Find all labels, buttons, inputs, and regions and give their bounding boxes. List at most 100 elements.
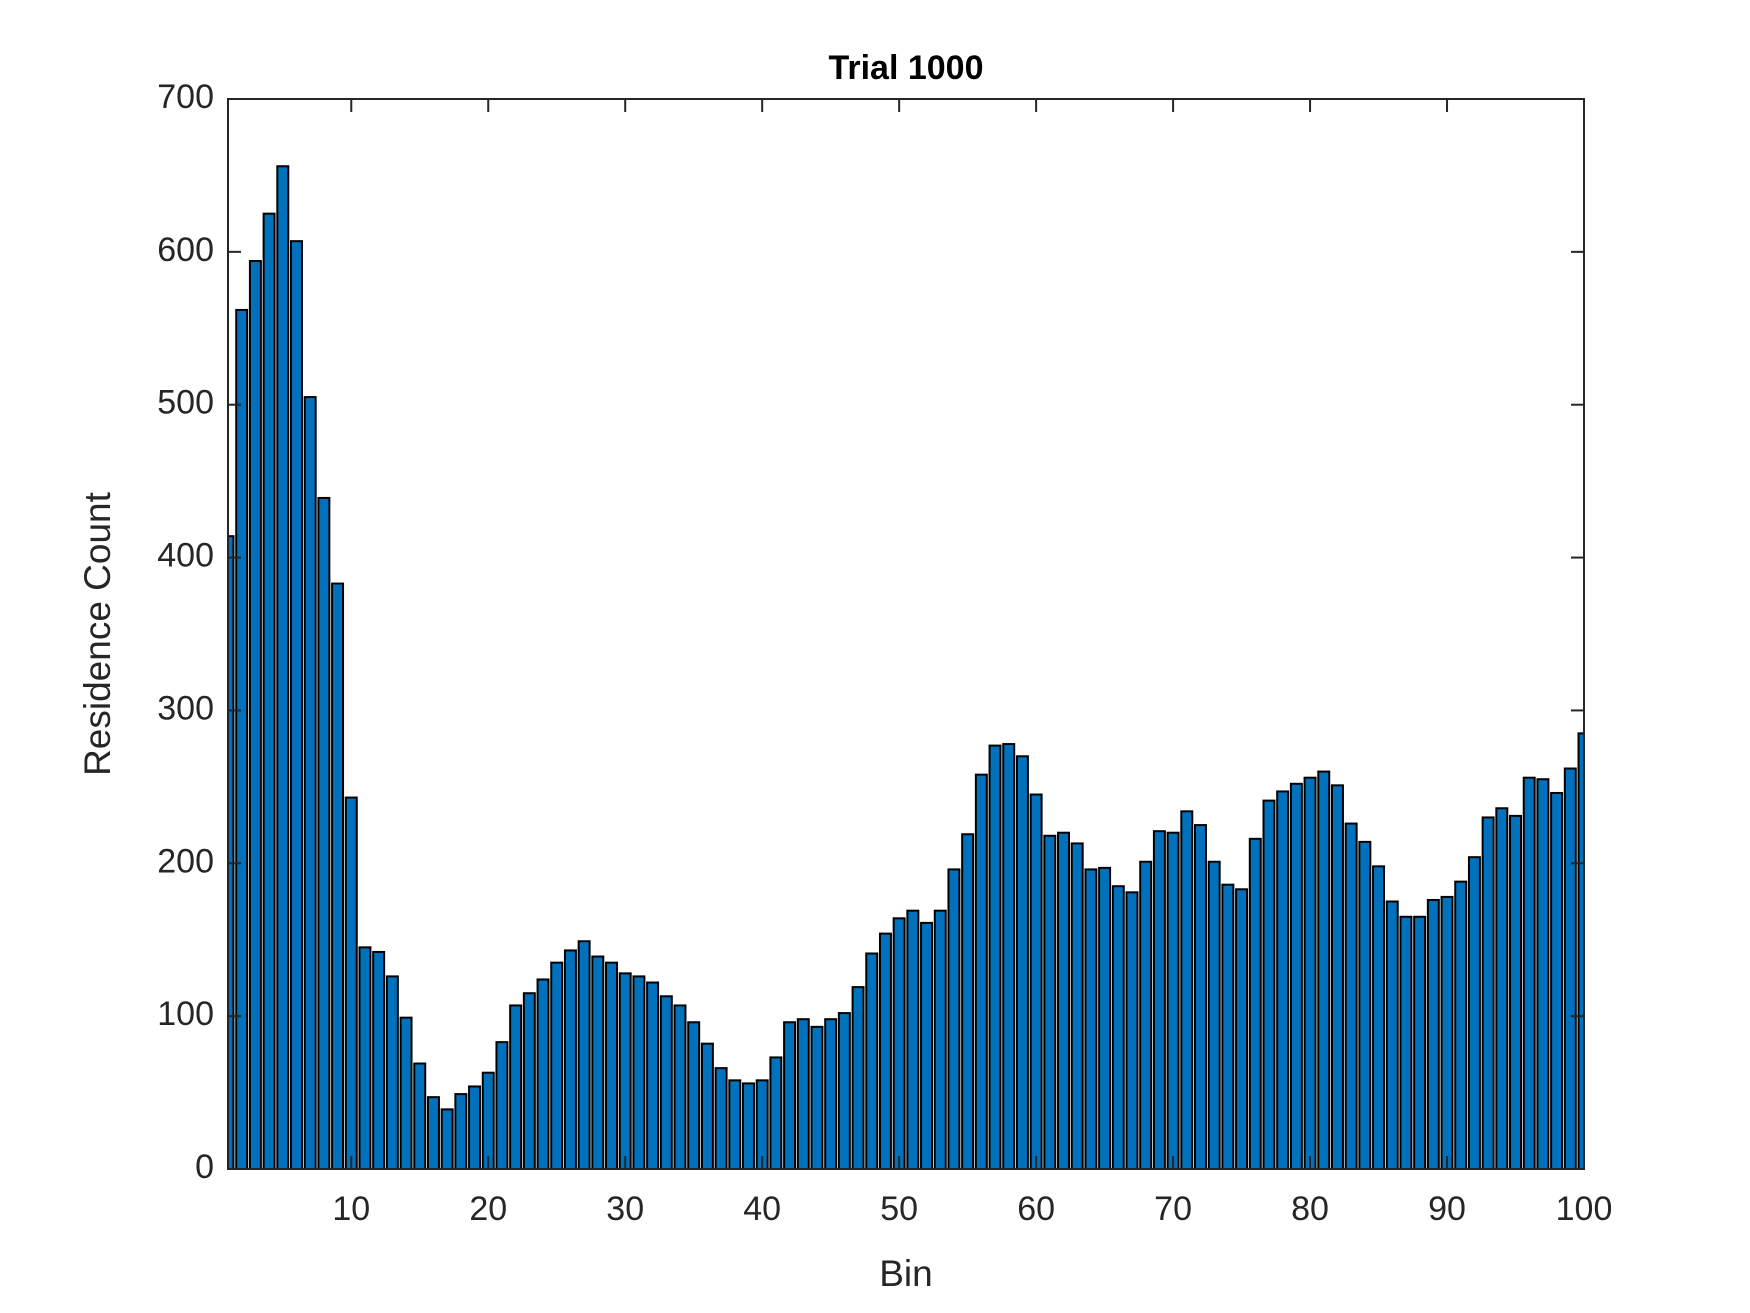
axes-box	[227, 98, 1585, 1170]
bar	[331, 582, 345, 1169]
y-axis-label: Residence Count	[77, 491, 118, 776]
bar	[837, 1012, 851, 1169]
bar	[1125, 891, 1139, 1169]
x-tick-label: 60	[1017, 1190, 1055, 1228]
bar	[276, 165, 290, 1169]
bar	[851, 986, 865, 1169]
bar	[1276, 790, 1290, 1169]
bar	[1481, 816, 1495, 1169]
plot-area	[228, 165, 1584, 1169]
bar	[906, 909, 920, 1169]
bar	[495, 1041, 509, 1169]
bar	[248, 260, 262, 1169]
bar	[235, 308, 249, 1169]
bar	[481, 1071, 495, 1169]
y-tick-label: 100	[157, 995, 214, 1033]
bar	[563, 949, 577, 1169]
bar	[454, 1093, 468, 1169]
bar	[1495, 807, 1509, 1169]
x-tick-label: 90	[1428, 1190, 1466, 1228]
bar	[1152, 830, 1166, 1169]
bar	[1399, 915, 1413, 1169]
bar	[522, 992, 536, 1169]
bar	[646, 981, 660, 1169]
bar	[440, 1108, 454, 1169]
bar	[1029, 793, 1043, 1169]
bar	[372, 950, 386, 1169]
bar	[426, 1096, 440, 1169]
bar	[413, 1062, 427, 1169]
x-tick-label: 80	[1291, 1190, 1329, 1228]
bar	[1289, 782, 1303, 1169]
bar	[591, 955, 605, 1169]
bar	[1426, 898, 1440, 1169]
bar	[796, 1018, 810, 1169]
bar	[1015, 755, 1029, 1169]
bar	[728, 1079, 742, 1169]
y-tick-label: 400	[157, 537, 214, 575]
x-axis-label: Bin	[879, 1253, 932, 1294]
chart-title: Trial 1000	[828, 49, 983, 87]
bar	[577, 940, 591, 1169]
bar	[1522, 776, 1536, 1169]
bar	[618, 972, 632, 1169]
bar	[755, 1079, 769, 1169]
x-tick-label: 30	[606, 1190, 644, 1228]
bar	[632, 975, 646, 1169]
bar	[947, 868, 961, 1169]
bar	[810, 1025, 824, 1169]
bar	[509, 1004, 523, 1169]
bar	[1550, 791, 1564, 1169]
bar	[974, 773, 988, 1169]
bar	[1577, 732, 1584, 1169]
bar	[1385, 900, 1399, 1169]
bar	[228, 535, 235, 1169]
bar	[961, 833, 975, 1169]
bar	[1330, 784, 1344, 1169]
bar	[742, 1082, 755, 1169]
bar	[1372, 865, 1386, 1169]
bar	[1166, 831, 1180, 1169]
bar	[1057, 831, 1070, 1169]
bar	[700, 1042, 714, 1169]
bar	[1002, 743, 1016, 1169]
x-tick-label: 20	[469, 1190, 507, 1228]
bar	[1440, 895, 1454, 1169]
bar	[1084, 868, 1098, 1169]
bar	[399, 1016, 413, 1169]
bar	[1344, 822, 1358, 1169]
bar	[1536, 778, 1550, 1169]
y-tick-label: 600	[157, 231, 214, 269]
bar	[1413, 915, 1427, 1169]
bar	[920, 921, 934, 1169]
y-tick-label: 300	[157, 689, 214, 727]
bar	[1207, 860, 1221, 1169]
bar	[1467, 856, 1481, 1169]
bar	[1194, 824, 1207, 1169]
bar	[714, 1067, 728, 1169]
bar	[1098, 866, 1112, 1169]
bar	[1180, 810, 1194, 1169]
bar	[262, 212, 276, 1169]
bar	[1454, 880, 1468, 1169]
y-tick-label: 200	[157, 842, 214, 880]
x-tick-label: 10	[332, 1190, 370, 1228]
bar	[1248, 837, 1262, 1169]
bar	[878, 932, 892, 1169]
bar	[1303, 776, 1317, 1169]
bar	[1070, 842, 1084, 1169]
bar	[659, 995, 673, 1169]
bar	[865, 952, 879, 1169]
bar	[344, 796, 358, 1169]
y-tick-label: 500	[157, 384, 214, 422]
bar	[1043, 834, 1057, 1169]
bar	[783, 1021, 797, 1169]
bar	[1358, 840, 1372, 1169]
bar	[1509, 814, 1522, 1169]
bar	[468, 1085, 482, 1169]
bar	[988, 744, 1002, 1169]
bar	[550, 961, 564, 1169]
bar	[358, 946, 372, 1169]
bar	[317, 496, 331, 1169]
bar	[1317, 770, 1331, 1169]
